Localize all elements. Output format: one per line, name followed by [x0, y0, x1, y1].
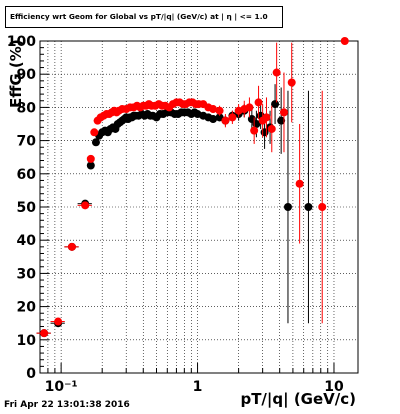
data-point [245, 103, 254, 112]
x-tick-label: 10⁻¹ [45, 379, 78, 395]
data-point [279, 108, 288, 117]
data-point [228, 113, 237, 122]
data-point [295, 179, 304, 188]
data-point [215, 113, 224, 122]
data-point [254, 98, 263, 107]
data-point [215, 106, 224, 115]
data-point [277, 116, 286, 125]
data-point [304, 203, 313, 211]
y-tick-label: 10 [17, 333, 37, 349]
data-point [262, 113, 271, 122]
chart-title: Efficiency wrt Geom for Global vs pT/|q|… [10, 12, 268, 21]
data-point [91, 138, 100, 147]
data-point [40, 329, 49, 338]
data-point [250, 126, 259, 135]
data-point [90, 128, 99, 137]
x-tick-label: 10 [324, 379, 344, 395]
y-tick-label: 60 [17, 167, 37, 183]
y-tick-label: 30 [17, 266, 37, 282]
series-0 [36, 84, 313, 338]
data-point [54, 317, 63, 326]
data-point [81, 201, 90, 210]
data-point [67, 242, 76, 251]
timestamp: Fri Apr 22 13:01:38 2016 [4, 400, 130, 410]
y-tick-label: 0 [26, 366, 36, 382]
data-point [340, 37, 349, 45]
data-point [272, 68, 281, 77]
data-point [209, 115, 218, 124]
data-point [287, 78, 296, 87]
y-tick-label: 50 [17, 200, 37, 216]
y-tick-label: 70 [17, 134, 37, 150]
data-point [86, 161, 95, 170]
x-tick-label: 1 [193, 379, 203, 395]
y-axis-label: EffG (%) [7, 39, 25, 108]
y-tick-label: 100 [7, 34, 36, 50]
series-1 [36, 37, 349, 338]
data-point [267, 124, 276, 133]
data-point [209, 105, 218, 114]
chart-title-box: Efficiency wrt Geom for Global vs pT/|q|… [5, 6, 283, 28]
y-tick-label: 80 [17, 100, 37, 116]
data-point [86, 154, 95, 163]
x-axis-label: pT/|q| (GeV/c) [240, 390, 356, 408]
y-tick-label: 20 [17, 300, 37, 316]
data-point [318, 203, 327, 211]
data-point [283, 203, 292, 211]
y-tick-label: 90 [17, 67, 37, 83]
y-tick-label: 40 [17, 233, 37, 249]
data-point [221, 116, 230, 125]
